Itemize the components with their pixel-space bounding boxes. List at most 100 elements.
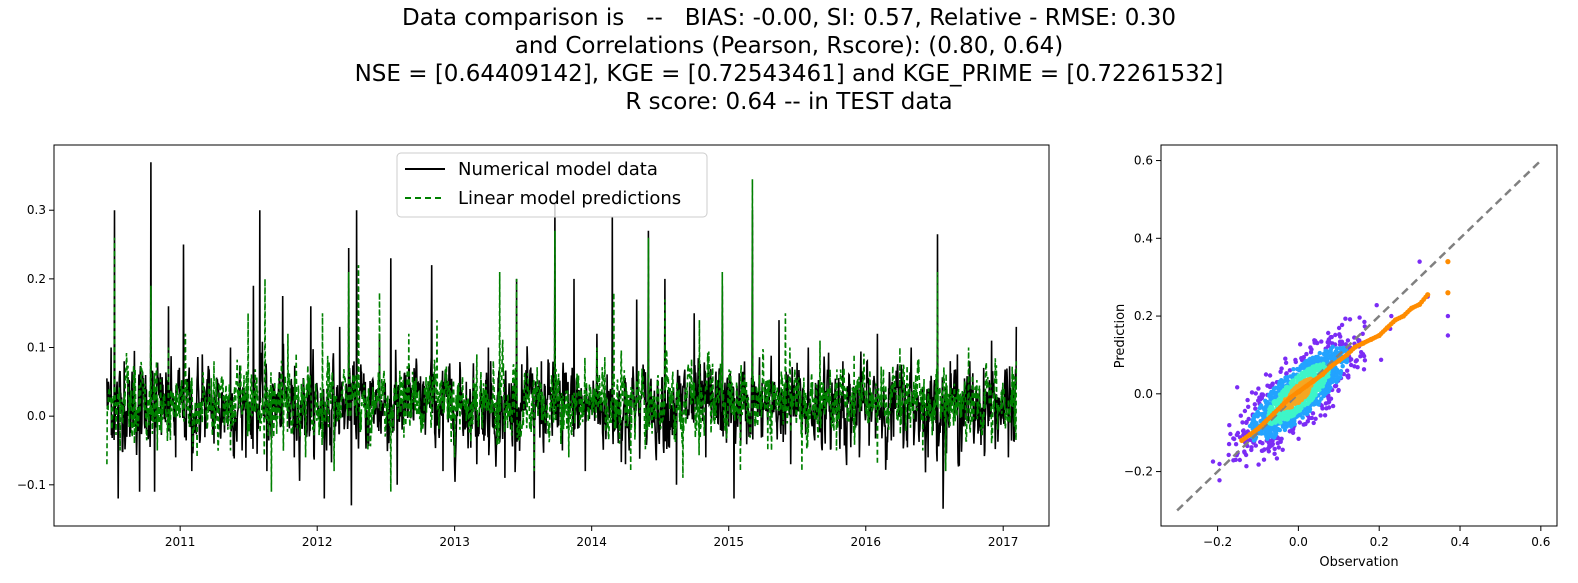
cloud-point-27 [1339,322,1345,328]
cloud-point-17 [1227,423,1232,428]
quantile-fill-6-3 [1293,390,1299,396]
legend-label-linear: Linear model predictions [458,188,681,209]
cloud-point-158 [1259,395,1265,401]
quantile-fill-7-3 [1302,385,1307,390]
ts-xtick-label-6: 2017 [988,535,1019,549]
identity-line [1176,159,1542,512]
ts-xtick-label-1: 2012 [302,535,333,549]
outlier-point-5 [1389,313,1394,319]
quantile-fill-19-3 [1399,314,1404,320]
cloud-point-163 [1345,368,1350,373]
cloud-point-5 [1274,456,1280,461]
cloud-point-100 [1356,337,1361,343]
cloud-point-20 [1322,413,1328,418]
cloud-point-92 [1235,430,1241,436]
title-line-3: NSE = [0.64409142], KGE = [0.72543461] a… [354,61,1224,87]
ts-ytick-label-1: 0.0 [27,409,46,423]
cloud-point-117 [1338,334,1343,339]
cloud-point-241 [1291,367,1296,372]
ts-xtick-label-0: 2011 [165,535,196,549]
cloud-point-26 [1362,319,1367,325]
legend-box [396,152,708,218]
cloud-point-24 [1330,403,1336,409]
cloud-point-159 [1310,411,1316,416]
cloud-point-47 [1226,441,1232,447]
cloud-point-67 [1358,354,1363,359]
legend: Numerical model data Linear model predic… [396,152,708,218]
cloud-point-13 [1283,356,1288,361]
sc-xtick-label-0: −0.2 [1203,535,1232,549]
quantile-fill-13-3 [1350,346,1356,352]
cloud-point-65 [1232,436,1237,442]
cloud-point-528 [1290,374,1295,380]
outlier-point-2 [1445,313,1451,319]
cloud-point-23 [1245,397,1250,403]
quantile-fill-1-3 [1253,427,1259,433]
cloud-point-214 [1332,384,1338,389]
quantile-point-25 [1445,259,1451,265]
cloud-point-22 [1244,464,1249,469]
cloud-point-125 [1304,351,1309,357]
scatter-plot-area: −0.2 0.0 0.2 0.4 0.6 −0.2 0.0 0.2 0.4 0.6 Observ… [1113,144,1558,570]
cloud-point-76 [1329,334,1334,340]
quantile-fill-0-3 [1245,433,1251,439]
cloud-point-294 [1282,427,1288,433]
cloud-point-15 [1249,390,1255,395]
quantile-fill-2-3 [1261,420,1267,426]
quantile-fill-18-3 [1390,319,1396,325]
cloud-point-33 [1336,325,1342,331]
cloud-point-122 [1252,402,1258,407]
title-line-4: R score: 0.64 -- in TEST data [625,89,953,115]
cloud-point-49 [1237,457,1243,463]
cloud-point-9 [1343,316,1348,321]
cloud-point-112 [1301,422,1306,427]
series-linear-line [106,179,1018,492]
cloud-point-85 [1352,364,1357,369]
cloud-point-45 [1276,445,1282,450]
cloud-point-14 [1347,317,1353,322]
cloud-point-40 [1228,431,1233,437]
legend-label-numerical: Numerical model data [458,159,658,180]
ts-xtick-label-5: 2016 [850,535,881,549]
quantile-fill-20-3 [1407,307,1412,313]
cloud-point-63 [1315,340,1320,346]
cloud-point-29 [1256,386,1261,391]
cloud-point-120 [1323,401,1329,406]
quantile-fill-4-3 [1277,405,1283,410]
scatter-xlabel: Observation [1319,555,1398,570]
cloud-point-35 [1326,330,1331,336]
cloud-point-102 [1240,420,1245,425]
time-series-frame [53,144,1050,527]
cloud-point-46 [1238,413,1244,418]
cloud-point-94 [1275,441,1281,446]
cloud-point-36 [1253,391,1259,396]
cloud-point-54 [1272,446,1277,452]
cloud-point-12 [1361,367,1367,372]
cloud-point-192 [1284,371,1289,376]
cloud-point-218 [1337,342,1343,347]
ts-ytick-label-4: 0.3 [27,203,46,217]
cloud-point-169 [1287,429,1293,434]
quantile-fill-14-3 [1358,341,1364,347]
sc-xtick-label-3: 0.4 [1450,535,1469,549]
cloud-point-44 [1233,457,1238,462]
cloud-point-57 [1246,404,1251,409]
title-line-1: Data comparison is -- BIAS: -0.00, SI: 0… [402,5,1176,31]
cloud-point-391 [1254,420,1259,426]
cloud-point-105 [1242,449,1247,454]
time-series-plot-area: 2011 2012 2013 2014 2015 2016 2017 −0.1 0.0 0.1 0… [17,144,1050,549]
quantile-fill-10-3 [1326,366,1332,371]
cloud-point-143 [1270,382,1275,387]
cloud-point-21 [1261,457,1267,462]
cloud-point-313 [1340,364,1345,369]
cloud-point-52 [1313,416,1318,421]
cloud-point-18 [1296,436,1301,441]
quantile-fill-9-3 [1318,373,1324,379]
cloud-point-711 [1269,420,1275,426]
ts-xtick-label-3: 2014 [576,535,607,549]
quantile-fill-11-3 [1334,359,1340,365]
scatter-ylabel: Prediction [1113,304,1128,369]
cloud-point-7 [1298,342,1303,347]
cloud-point-103 [1262,447,1267,452]
